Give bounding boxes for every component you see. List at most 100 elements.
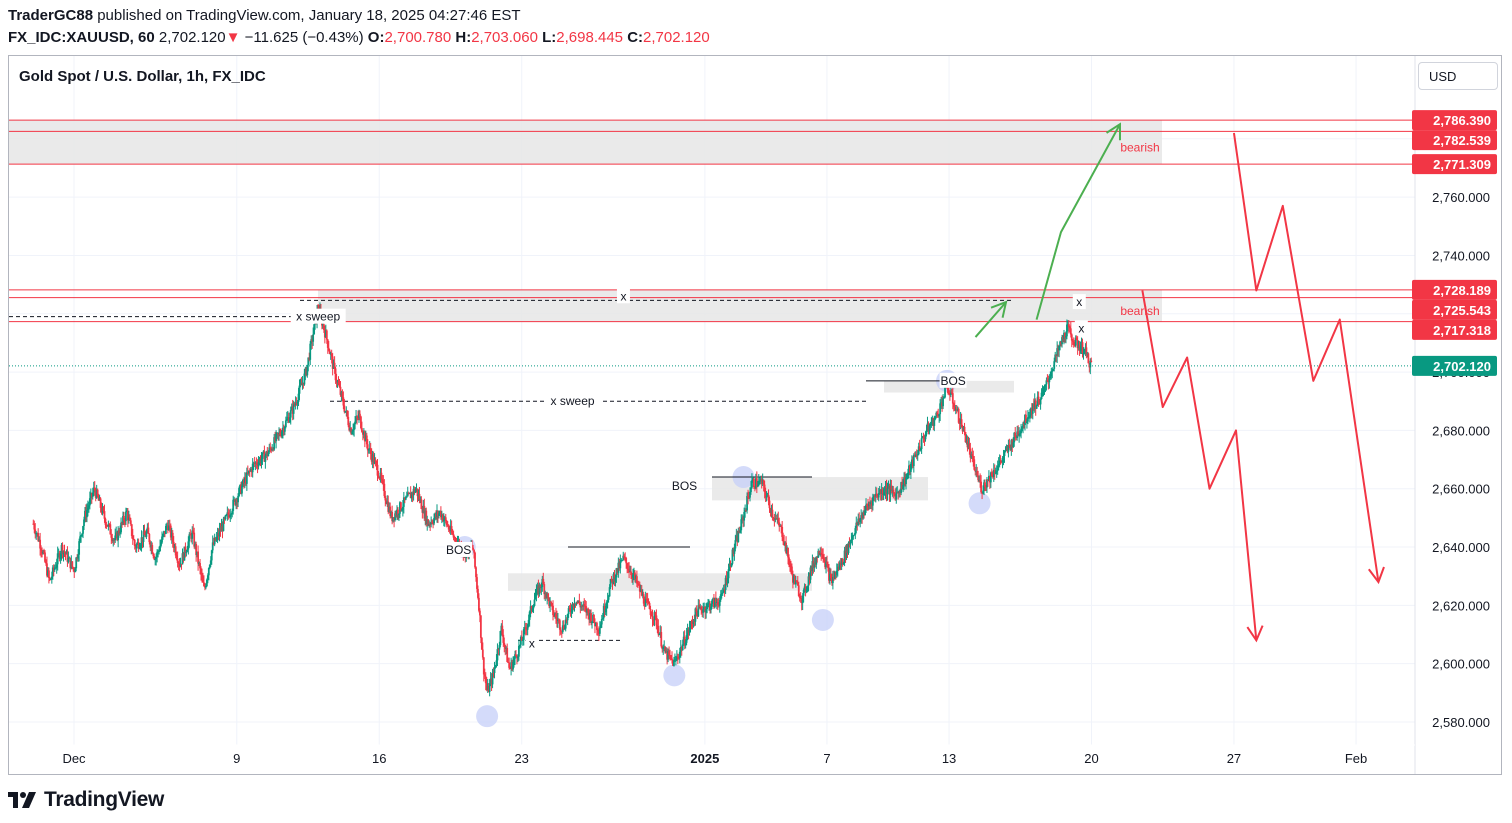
candle-body <box>672 659 674 666</box>
candle-body <box>290 406 293 411</box>
candle-body <box>297 393 300 402</box>
candle-body <box>762 480 765 485</box>
candle-body <box>807 576 810 586</box>
candle-body <box>983 482 985 491</box>
candle-body <box>137 542 140 549</box>
candle-body <box>310 339 313 344</box>
candle-body <box>508 662 511 668</box>
time-tick-label: 7 <box>823 751 830 766</box>
candle-body <box>625 557 628 564</box>
candle-body <box>78 541 81 555</box>
candle-body <box>795 580 798 583</box>
candle-body <box>1090 360 1093 362</box>
candle-body <box>86 509 88 518</box>
candle-body <box>387 501 390 512</box>
candle-body <box>368 448 371 450</box>
candle-body <box>230 514 233 516</box>
candle-body <box>907 472 909 476</box>
candle-body <box>796 582 799 586</box>
candle-body <box>757 480 760 486</box>
candle-body <box>952 403 955 408</box>
candle-body <box>276 432 278 434</box>
candle-body <box>344 411 347 413</box>
candle-body <box>309 343 312 360</box>
tradingview-logo[interactable]: TradingView <box>8 788 164 812</box>
candle-body <box>337 381 340 385</box>
candle-body <box>922 436 925 439</box>
candle-body <box>221 525 224 532</box>
candle-body <box>1060 341 1062 345</box>
candle-body <box>71 561 74 568</box>
candle-body <box>134 546 137 549</box>
candle-body <box>207 568 210 576</box>
candle-body <box>677 657 680 659</box>
candle-body <box>1005 447 1008 450</box>
candle-body <box>161 536 163 543</box>
candle-body <box>883 492 886 494</box>
candle-body <box>181 553 184 565</box>
candle-body <box>598 628 601 634</box>
publisher-name[interactable]: TraderGC88 <box>8 7 94 24</box>
candle-body <box>407 492 410 494</box>
candle-body <box>619 561 622 569</box>
candle-body <box>495 660 498 665</box>
swing-point-marker <box>663 664 686 687</box>
candle-body <box>792 574 794 583</box>
candle-body <box>74 568 77 573</box>
candle-body <box>123 515 125 521</box>
candle-body <box>862 512 865 519</box>
candle-body <box>224 515 227 520</box>
candle-body <box>705 609 708 613</box>
candle-body <box>873 495 876 497</box>
candle-body <box>364 435 367 442</box>
candle-body <box>606 599 609 603</box>
candle-body <box>1073 345 1076 347</box>
candle-body <box>1013 432 1016 443</box>
candle-body <box>152 553 155 556</box>
candle-body <box>482 657 485 675</box>
candle-body <box>504 645 507 649</box>
candle-body <box>1084 347 1087 350</box>
candle-body <box>949 392 952 395</box>
candle-body <box>45 561 47 564</box>
candle-body <box>834 571 837 575</box>
candle-body <box>955 409 958 411</box>
currency-button[interactable]: USD <box>1418 62 1498 90</box>
candle-body <box>711 600 713 607</box>
candle-body <box>1003 451 1006 456</box>
candle-body <box>628 569 630 572</box>
candle-body <box>668 651 670 656</box>
candle-body <box>819 552 822 555</box>
candle-body <box>89 493 92 499</box>
candle-body <box>550 601 552 604</box>
candle-body <box>774 518 777 521</box>
candle-body <box>258 458 261 463</box>
candle-body <box>51 567 54 577</box>
candle-body <box>1010 440 1013 450</box>
candle-body <box>960 419 963 428</box>
candle-body <box>722 589 725 593</box>
candle-body <box>308 357 311 360</box>
candle-body <box>268 447 271 453</box>
candle-body <box>334 368 337 381</box>
candle-body <box>588 612 591 620</box>
candle-body <box>702 609 705 613</box>
candle-body <box>758 480 761 482</box>
candle-body <box>428 524 431 526</box>
candle-body <box>32 523 35 525</box>
candle-body <box>515 654 517 656</box>
candle-body <box>274 437 277 442</box>
time-tick-label: 2025 <box>690 751 719 766</box>
price-badge <box>1412 319 1497 340</box>
tradingview-logo-icon <box>8 792 36 808</box>
candle-body <box>759 479 762 481</box>
candle-body <box>655 615 658 626</box>
candle-body <box>222 518 225 532</box>
candle-body <box>378 477 381 479</box>
candle-body <box>931 418 934 424</box>
candle-body <box>492 672 495 674</box>
candle-body <box>69 557 72 569</box>
low-label: L: <box>542 29 557 46</box>
candle-body <box>889 485 892 495</box>
